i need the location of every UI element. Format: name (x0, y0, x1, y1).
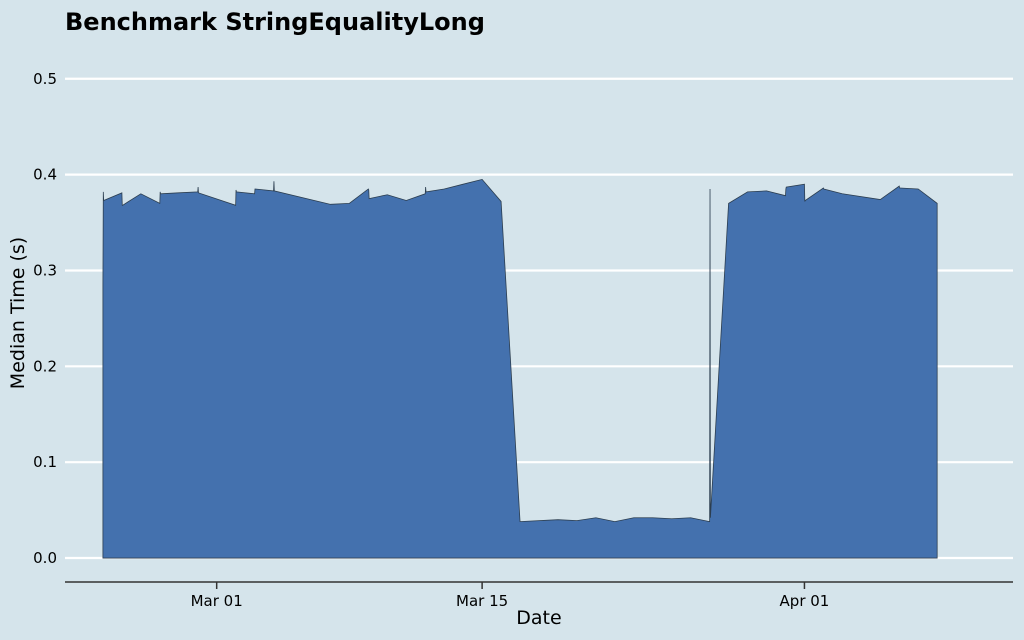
chart-title: Benchmark StringEqualityLong (65, 8, 485, 36)
y-axis: 0.0 0.1 0.2 0.3 0.4 0.5 (33, 70, 57, 567)
y-tick-label: 0.0 (33, 549, 57, 567)
y-tick-label: 0.4 (33, 166, 57, 184)
y-tick-label: 0.5 (33, 70, 57, 88)
x-tick-label: Mar 15 (456, 592, 508, 610)
y-axis-label: Median Time (s) (7, 237, 29, 389)
x-axis-label: Date (516, 607, 561, 629)
area-series-0 (102, 178, 938, 559)
y-tick-label: 0.1 (33, 453, 57, 471)
y-tick-label: 0.2 (33, 357, 57, 375)
y-tick-label: 0.3 (33, 261, 57, 279)
x-tick-label: Apr 01 (780, 592, 830, 610)
series-area (102, 178, 938, 559)
x-axis: Mar 01 Mar 15 Apr 01 (65, 581, 1013, 610)
x-tick-label: Mar 01 (191, 592, 243, 610)
